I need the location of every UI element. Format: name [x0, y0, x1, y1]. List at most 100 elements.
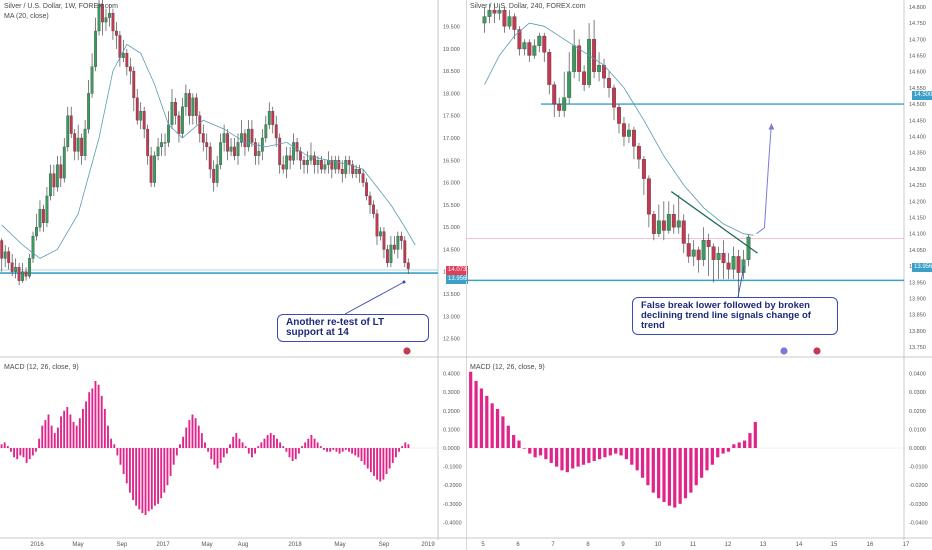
macd-bar	[107, 425, 109, 448]
price-tick-label: 14.700	[909, 37, 926, 43]
price-tick-label: 14.350	[909, 151, 926, 157]
candle-body	[201, 133, 205, 143]
candle-body	[354, 169, 358, 174]
candle-body	[292, 142, 296, 161]
macd-bar	[683, 448, 688, 499]
macd-bar	[197, 425, 200, 448]
candle-body	[274, 124, 278, 139]
macd-bar	[91, 388, 94, 448]
candle-body	[257, 151, 261, 156]
macd-bar	[157, 448, 159, 504]
candle-body	[132, 70, 136, 99]
h4-chart-canvas[interactable]: 14.80014.75014.70014.65014.60014.55014.5…	[466, 0, 932, 550]
macd-bar	[517, 440, 521, 448]
candle-body	[208, 146, 212, 170]
macd-bar	[555, 448, 559, 467]
candle-body	[337, 160, 341, 170]
candle-body	[295, 142, 299, 152]
candle-body	[281, 164, 285, 170]
macd-bar	[175, 448, 178, 456]
macd-bar	[373, 448, 375, 476]
candle-body	[24, 271, 28, 277]
candle-body	[726, 262, 731, 270]
macd-bar	[348, 448, 350, 452]
candle-body	[184, 93, 188, 107]
candle-body	[351, 164, 355, 174]
candle-body	[517, 29, 522, 50]
macd-bar	[329, 448, 332, 452]
macd-bar	[388, 448, 391, 469]
macd-bar	[357, 448, 360, 458]
macd-bar	[694, 448, 698, 486]
macd-bar	[678, 448, 682, 504]
macd-bar	[116, 448, 119, 456]
candle-body	[375, 213, 379, 237]
time-tick-label: 16	[867, 542, 874, 548]
candle-body	[661, 220, 666, 231]
macd-bar	[219, 448, 222, 463]
h4-support-badge: 13.956	[912, 263, 932, 272]
time-tick-label: 6	[516, 542, 520, 548]
candle-body	[243, 133, 247, 148]
macd-bar	[538, 448, 543, 456]
macd-bar	[50, 425, 53, 448]
candle-body	[691, 249, 696, 257]
candle-body	[267, 111, 271, 125]
macd-bar	[260, 442, 263, 448]
macd-bar	[41, 425, 44, 448]
candle-body	[502, 9, 507, 27]
moving-average-line	[484, 22, 754, 236]
candle-body	[247, 128, 250, 148]
candle-body	[666, 214, 671, 231]
candle-body	[66, 115, 70, 148]
candle-body	[656, 220, 661, 234]
macd-bar	[354, 448, 357, 456]
candle-body	[264, 124, 268, 139]
candle-body	[253, 142, 257, 156]
candle-body	[361, 173, 365, 183]
weekly-annotation-callout: Another re-test of LT support at 14	[277, 314, 429, 342]
macd-bar	[673, 448, 677, 508]
macd-bar	[47, 414, 50, 448]
macd-bar	[624, 448, 629, 460]
macd-bar	[272, 434, 275, 448]
macd-bar	[285, 448, 288, 452]
candle-body	[153, 155, 157, 183]
candle-body	[396, 235, 400, 250]
candle-body	[187, 93, 191, 116]
weekly-chart-pane[interactable]: 19.500 19.000 18.500 18.000 17.500 17.000 16.5…	[0, 0, 469, 550]
macd-bar	[141, 448, 144, 514]
candle-body	[487, 9, 492, 17]
macd-bar	[144, 448, 147, 515]
candle-body	[198, 115, 202, 134]
candle-body	[104, 17, 108, 23]
weekly-chart-canvas[interactable]: 19.500 19.000 18.500 18.000 17.500 17.000 16.5…	[0, 0, 466, 550]
macd-bar	[188, 420, 191, 448]
candle-body	[587, 39, 592, 85]
macd-bar	[0, 444, 3, 448]
candle-body	[170, 102, 174, 125]
macd-bar	[619, 448, 623, 456]
candle-body	[547, 52, 552, 85]
candle-body	[358, 169, 362, 174]
candle-body	[731, 256, 736, 270]
candle-body	[177, 115, 181, 134]
h4-chart-pane[interactable]: 14.800 14.750 14.700 14.650 14.600 14.550 14.5…	[466, 0, 932, 550]
macd-bar	[742, 440, 747, 448]
candle-body	[240, 133, 243, 143]
time-tick-label: Sep	[379, 542, 390, 548]
macd-bar	[229, 444, 231, 448]
candle-body	[323, 164, 327, 170]
macd-tick-label: 0.2000	[443, 409, 460, 415]
candle-body	[35, 227, 38, 237]
time-tick-label: Sep	[117, 542, 128, 548]
candle-body	[80, 137, 84, 156]
macd-bar	[10, 448, 12, 452]
candle-body	[121, 53, 125, 58]
candle-body	[406, 262, 410, 269]
macd-bar	[251, 448, 253, 458]
macd-bar	[266, 434, 269, 448]
candle-body	[522, 42, 527, 50]
macd-bar	[31, 448, 34, 456]
macd-bar	[335, 448, 338, 452]
